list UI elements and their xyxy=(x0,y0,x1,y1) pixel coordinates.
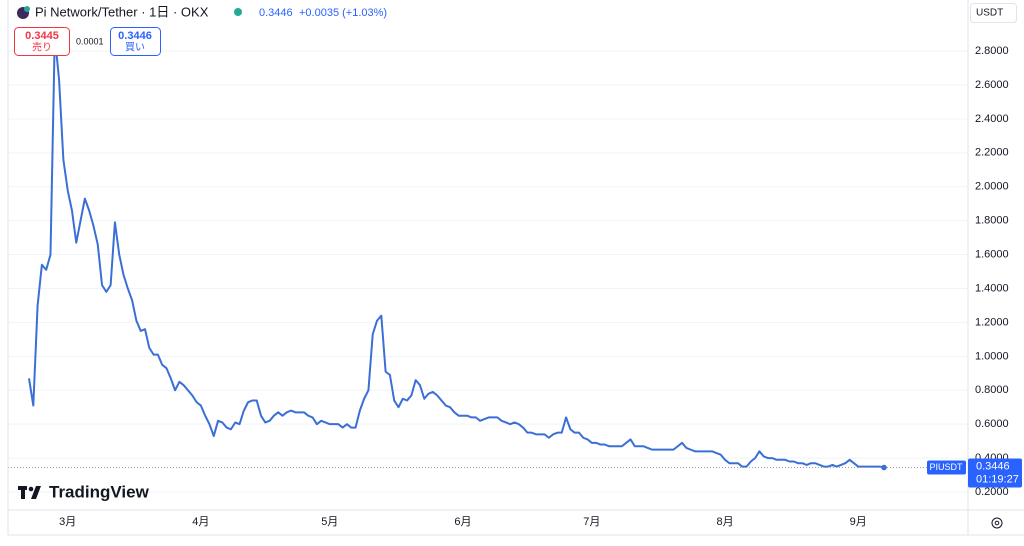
symbol-icon xyxy=(24,6,30,12)
y-tick-label: 2.8000 xyxy=(975,45,1009,57)
symbol-tag xyxy=(927,460,966,475)
y-tick-label: 1.8000 xyxy=(975,215,1009,227)
last-price: 0.3446 xyxy=(259,7,293,19)
symbol-tag-text: PIUSDT xyxy=(929,462,963,472)
currency-button[interactable] xyxy=(970,3,1017,23)
x-tick-label: 4月 xyxy=(192,516,209,528)
logo: TradingView xyxy=(18,482,150,501)
last-point xyxy=(881,464,887,471)
y-tick-label: 2.2000 xyxy=(975,147,1009,159)
price-change: +0.0035 (+1.03%) xyxy=(299,7,387,19)
sell-label: 売り xyxy=(32,41,52,54)
buy-price: 0.3446 xyxy=(118,30,152,42)
symbol-title[interactable]: Pi Network/Tether · 1日 · OKX xyxy=(35,4,209,19)
y-tick-label: 0.6000 xyxy=(975,418,1009,430)
x-tick-label: 3月 xyxy=(59,516,76,528)
sell-price: 0.3445 xyxy=(25,30,59,42)
sell-button[interactable] xyxy=(14,27,70,56)
x-tick-label: 6月 xyxy=(454,516,471,528)
y-tick-label: 0.2000 xyxy=(975,486,1009,498)
trade-panel: 0.3445 売り 0.0001 0.3446 買い xyxy=(14,27,161,56)
y-tick-label: 2.6000 xyxy=(975,79,1009,91)
x-tick-label: 7月 xyxy=(583,516,600,528)
y-tick-label: 1.6000 xyxy=(975,248,1009,260)
y-tick-label: 1.0000 xyxy=(975,350,1009,362)
y-tick-label: 1.4000 xyxy=(975,282,1009,294)
plot xyxy=(8,34,968,471)
x-tick-label: 8月 xyxy=(716,516,733,528)
market-status[interactable] xyxy=(234,8,242,16)
logo-mark xyxy=(21,486,25,499)
buy-button[interactable] xyxy=(110,27,161,56)
y-tick-label: 1.2000 xyxy=(975,316,1009,328)
logo-mark xyxy=(28,486,34,492)
price-line xyxy=(28,34,885,469)
price-tag-text: 0.3446 xyxy=(976,460,1010,472)
x-tick-label: 9月 xyxy=(850,516,867,528)
countdown: 01:19:27 xyxy=(976,473,1019,485)
buy-label: 買い xyxy=(125,42,145,54)
currency[interactable]: USDT xyxy=(976,8,1003,19)
header: Pi Network/Tether · 1日 · OKX 0.3446 +0.0… xyxy=(17,4,387,19)
settings-icon[interactable] xyxy=(991,517,1003,529)
price-tag xyxy=(968,458,1022,488)
settings-icon[interactable] xyxy=(994,520,1000,526)
logo-text: TradingView xyxy=(49,482,150,501)
logo-mark xyxy=(31,486,41,499)
grid xyxy=(8,50,968,493)
spread: 0.0001 xyxy=(76,36,104,46)
y-tick-label: 0.8000 xyxy=(975,384,1009,396)
y-tick-label: 2.0000 xyxy=(975,181,1009,193)
x-tick-label: 5月 xyxy=(321,516,338,528)
y-tick-label: 2.4000 xyxy=(975,113,1009,125)
